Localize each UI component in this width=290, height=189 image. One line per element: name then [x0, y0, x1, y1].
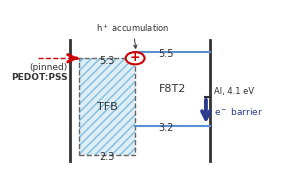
Circle shape — [126, 52, 145, 64]
Text: Al, 4.1 eV: Al, 4.1 eV — [214, 87, 254, 96]
Text: 5.5: 5.5 — [158, 49, 174, 59]
Text: h$^+$ accumulation: h$^+$ accumulation — [96, 22, 170, 48]
Bar — [79, 58, 135, 155]
Text: 2.3: 2.3 — [99, 152, 115, 162]
Text: (pinned): (pinned) — [30, 63, 68, 72]
Text: e$^-$ barrier: e$^-$ barrier — [214, 106, 263, 117]
Text: 5.3: 5.3 — [99, 56, 115, 66]
Text: 3.2: 3.2 — [158, 123, 174, 133]
Bar — [79, 58, 135, 155]
Text: TFB: TFB — [97, 102, 117, 112]
Text: F8T2: F8T2 — [159, 84, 186, 94]
Text: +: + — [130, 51, 140, 64]
Text: PEDOT:PSS: PEDOT:PSS — [11, 73, 68, 82]
